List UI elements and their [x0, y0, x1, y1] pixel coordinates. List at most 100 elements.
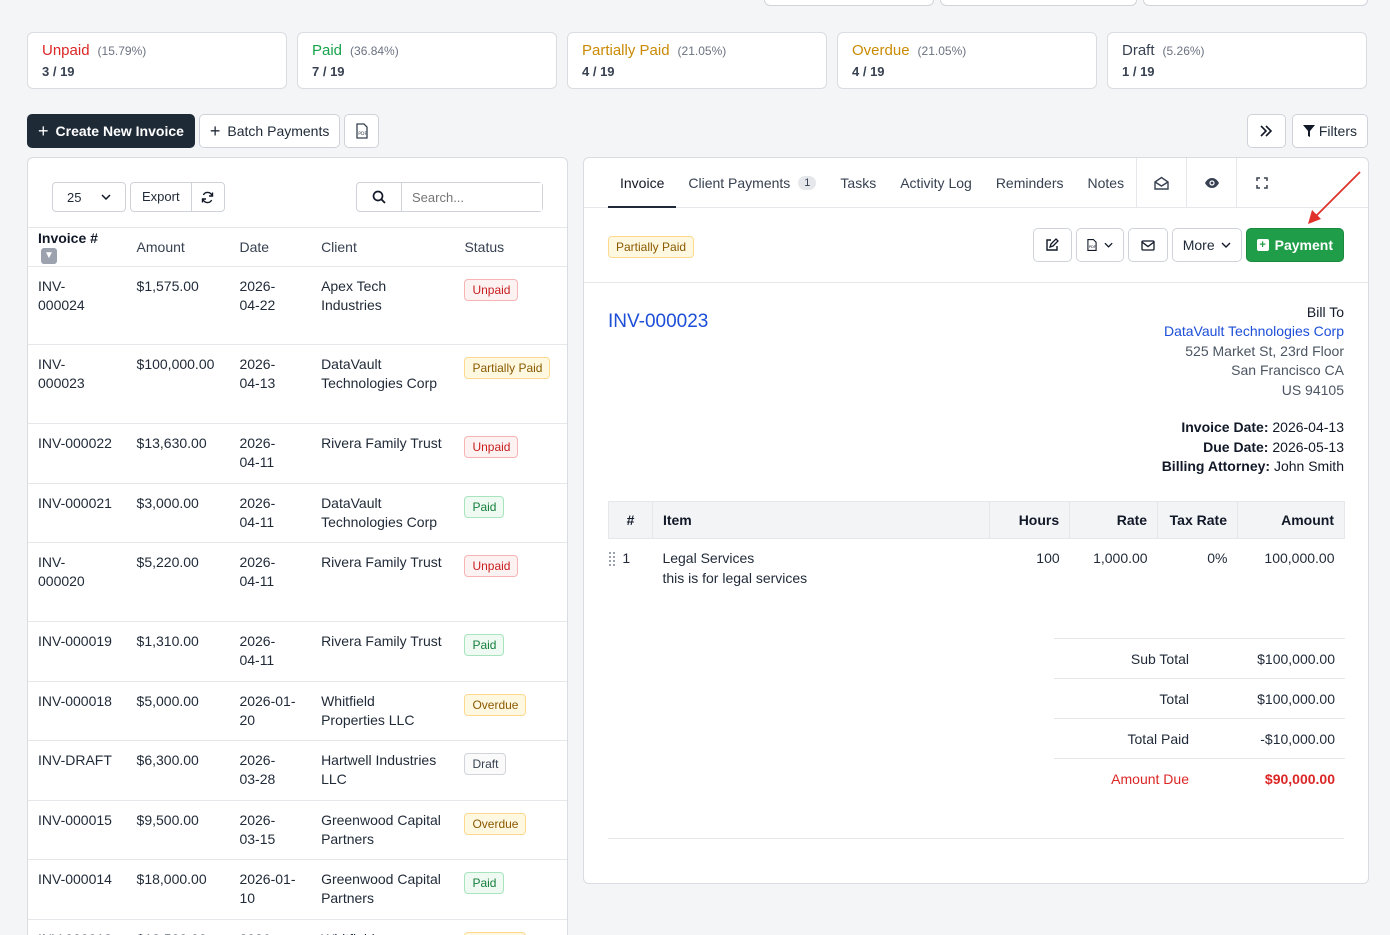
search-input[interactable] [402, 183, 542, 211]
date-cell: 2026-01- 10 [229, 859, 312, 920]
column-header-amount[interactable]: Amount [126, 227, 230, 267]
table-header: Invoice #▼ Amount Date Client Status [28, 227, 567, 267]
preview-button[interactable] [1186, 158, 1236, 208]
client-link[interactable]: DataVault Technologies Corp [1163, 323, 1344, 340]
fullscreen-button[interactable] [1236, 158, 1286, 208]
svg-text:PDF: PDF [358, 131, 367, 137]
filters-button[interactable]: Filters [1291, 114, 1368, 148]
status-badge: Paid [464, 634, 505, 656]
stat-card-draft[interactable]: Draft (5.26%) 1 / 19 [1107, 32, 1367, 89]
more-button[interactable]: More [1171, 228, 1242, 262]
page-size-select[interactable]: 25 [52, 182, 126, 212]
bill-to-heading: Bill To [1306, 304, 1344, 320]
date-cell: 2026- 04-22 [229, 266, 312, 345]
column-header-date[interactable]: Date [229, 227, 312, 267]
amount-due-row: Amount Due $90,000.00 [1054, 758, 1345, 798]
date-cell: 2026- 03-28 [229, 740, 312, 801]
table-row[interactable]: INV-000015 $9,500.00 2026- 03-15 Greenwood … [28, 800, 567, 860]
top-pill[interactable] [940, 0, 1137, 6]
column-header-invoice[interactable]: Invoice #▼ [28, 227, 127, 267]
stat-card-partially-paid[interactable]: Partially Paid (21.05%) 4 / 19 [567, 32, 827, 89]
invoice-meta: Invoice Date: 2026-04-13 Due Date: 2026-… [1162, 418, 1344, 477]
tab-tasks[interactable]: Tasks [828, 158, 888, 208]
status-cell: Unpaid [454, 423, 567, 484]
sort-chevron-icon[interactable]: ▼ [41, 247, 57, 264]
refresh-icon [201, 191, 214, 203]
search-icon [372, 190, 386, 204]
amount-cell: $13,630.00 [126, 423, 230, 484]
table-row[interactable]: INV- 000020 $5,220.00 2026- 04-11 Rivera Fa… [28, 542, 567, 622]
search-group [356, 182, 543, 212]
stat-card-overdue[interactable]: Overdue (21.05%) 4 / 19 [837, 32, 1097, 89]
table-row[interactable]: INV- 000024 $1,575.00 2026- 04-22 Apex Tech… [28, 266, 567, 345]
invoice-number[interactable]: INV-000023 [608, 311, 709, 332]
add-payment-button[interactable]: + Payment [1245, 228, 1344, 262]
pdf-export-button[interactable]: PDF [344, 114, 380, 148]
page-size-value: 25 [67, 189, 82, 205]
top-pill[interactable] [1143, 0, 1368, 6]
stat-card-unpaid[interactable]: Unpaid (15.79%) 3 / 19 [27, 32, 287, 89]
pdf-dropdown-button[interactable]: PDF [1075, 228, 1124, 262]
table-row[interactable]: INV-000014 $18,000.00 2026-01- 10 Greenwood… [28, 859, 567, 920]
batch-payments-button[interactable]: + Batch Payments [198, 114, 341, 148]
divider [608, 838, 1344, 839]
total-value: $90,000.00 [1264, 770, 1335, 787]
item-tax: 0% [1207, 550, 1228, 566]
tab-invoice[interactable]: Invoice [608, 158, 677, 208]
tab-activity-log[interactable]: Activity Log [888, 158, 984, 208]
list-controls: 25 Export [28, 158, 567, 227]
drag-handle-icon[interactable] [608, 552, 615, 567]
status-badge: Unpaid [464, 279, 519, 301]
chevron-down-icon [1104, 242, 1113, 248]
meta-value: 2026-05-13 [1272, 438, 1344, 455]
detail-actionbar: Partially Paid PDF More + Payment [584, 208, 1368, 283]
send-email-button[interactable] [1127, 228, 1168, 262]
invoice-cell: INV- 000024 [28, 266, 127, 345]
amount-cell: $9,500.00 [126, 800, 230, 860]
right-toolbar: Filters [1246, 114, 1368, 148]
invoice-cell: INV-000019 [28, 621, 127, 682]
table-row[interactable]: INV-DRAFT $6,300.00 2026- 03-28 Hartwell In… [28, 740, 567, 801]
invoice-list-panel: 25 Export Invoice #▼ Amount Date Client … [27, 157, 568, 935]
table-row[interactable]: INV-000013$12,500.002026-WhitfieldOverdu… [28, 919, 567, 935]
total-value: $100,000.00 [1257, 690, 1335, 707]
status-cell: Paid [454, 621, 567, 682]
client-cell: Rivera Family Trust [311, 621, 455, 682]
tab-client-payments[interactable]: Client Payments 1 [676, 158, 828, 208]
table-row[interactable]: INV-000019 $1,310.00 2026- 04-11 Rivera Fam… [28, 621, 567, 682]
column-header-status[interactable]: Status [454, 227, 567, 267]
client-cell: Rivera Family Trust [311, 423, 455, 484]
table-row[interactable]: INV-000021 $3,000.00 2026- 04-11 DataVault … [28, 483, 567, 543]
edit-button[interactable] [1032, 228, 1072, 262]
svg-text:PDF: PDF [1089, 245, 1096, 249]
batch-payments-label: Batch Payments [227, 123, 330, 139]
status-cell: Unpaid [454, 542, 567, 622]
expand-panel-button[interactable] [1246, 114, 1286, 148]
stat-card-paid[interactable]: Paid (36.84%) 7 / 19 [297, 32, 557, 89]
search-button[interactable] [357, 183, 402, 211]
invoice-cell: INV-000015 [28, 800, 127, 860]
bill-to: Bill To DataVault Technologies Corp 525 … [1164, 303, 1344, 400]
invoice-cell: INV- 000023 [28, 344, 127, 424]
plus-icon: + [209, 121, 221, 141]
column-header-client[interactable]: Client [311, 227, 455, 267]
client-cell: Whitfield Properties LLC [311, 681, 455, 741]
create-invoice-button[interactable]: + Create New Invoice [27, 114, 195, 148]
stat-label: Draft [1122, 42, 1155, 59]
tab-notes[interactable]: Notes [1076, 158, 1137, 208]
export-button[interactable]: Export [131, 183, 192, 211]
table-row[interactable]: INV-000022 $13,630.00 2026- 04-11 Rivera Fa… [28, 423, 567, 484]
total-row: Total $100,000.00 [1054, 678, 1345, 718]
pdf-file-icon: PDF [356, 123, 368, 139]
tab-reminders[interactable]: Reminders [984, 158, 1076, 208]
top-pill[interactable] [764, 0, 934, 6]
total-label: Total [1159, 690, 1189, 707]
refresh-button[interactable] [192, 183, 224, 211]
invoice-cell: INV-000022 [28, 423, 127, 484]
stat-count: 1 / 19 [1122, 64, 1155, 79]
stat-label: Paid [312, 42, 343, 59]
invoice-cell: INV-000018 [28, 681, 127, 741]
email-open-button[interactable] [1136, 158, 1186, 208]
table-row[interactable]: INV- 000023 $100,000.00 2026- 04-13 DataVau… [28, 344, 567, 424]
table-row[interactable]: INV-000018 $5,000.00 2026-01- 20 Whitfield … [28, 681, 567, 741]
